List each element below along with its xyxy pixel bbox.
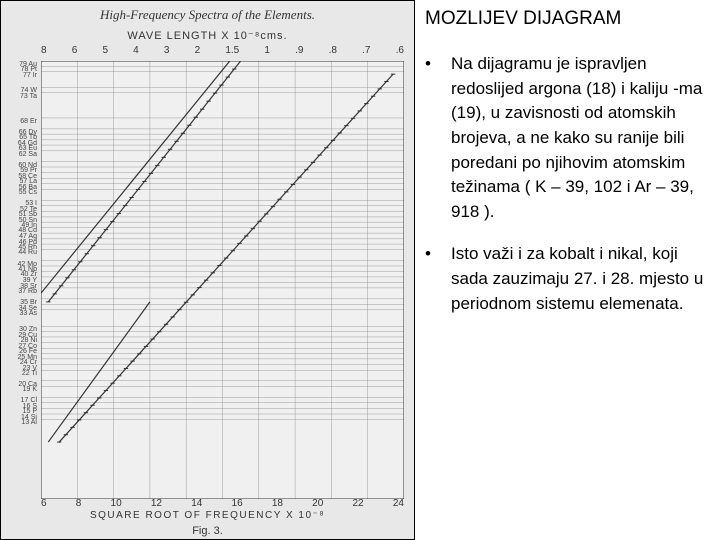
bullet-marker: • [425, 242, 451, 316]
y-axis-elements: 79 Au78 Pt77 Ir74 W73 Ta68 Er66 Dy65 Tb6… [3, 61, 39, 499]
top-axis-ticks: 8654321.51.9.8.7.6 [41, 45, 404, 56]
bullet-1: • Na dijagramu je ispravljen redoslijed … [425, 52, 706, 224]
chart-title: High-Frequency Spectra of the Elements. [1, 7, 414, 23]
figure-label: Fig. 3. [1, 525, 414, 537]
text-panel: MOZLIJEV DIJAGRAM • Na dijagramu je ispr… [415, 0, 720, 540]
chart-subtitle: WAVE LENGTH X 10⁻⁸cms. [1, 29, 414, 42]
bullet-1-text: Na dijagramu je ispravljen redoslijed ar… [451, 52, 706, 224]
moseley-chart-panel: High-Frequency Spectra of the Elements. … [0, 0, 415, 540]
chart-plot-area [41, 61, 404, 499]
slide-title: MOZLIJEV DIJAGRAM [425, 8, 706, 30]
bottom-axis-ticks: 681012141618202224 [41, 498, 404, 509]
bottom-axis-label: SQUARE ROOT OF FREQUENCY X 10⁻⁸ [1, 510, 414, 521]
bullet-2-text: Isto važi i za kobalt i nikal, koji sada… [451, 242, 706, 316]
bullet-marker: • [425, 52, 451, 224]
bullet-2: • Isto važi i za kobalt i nikal, koji sa… [425, 242, 706, 316]
